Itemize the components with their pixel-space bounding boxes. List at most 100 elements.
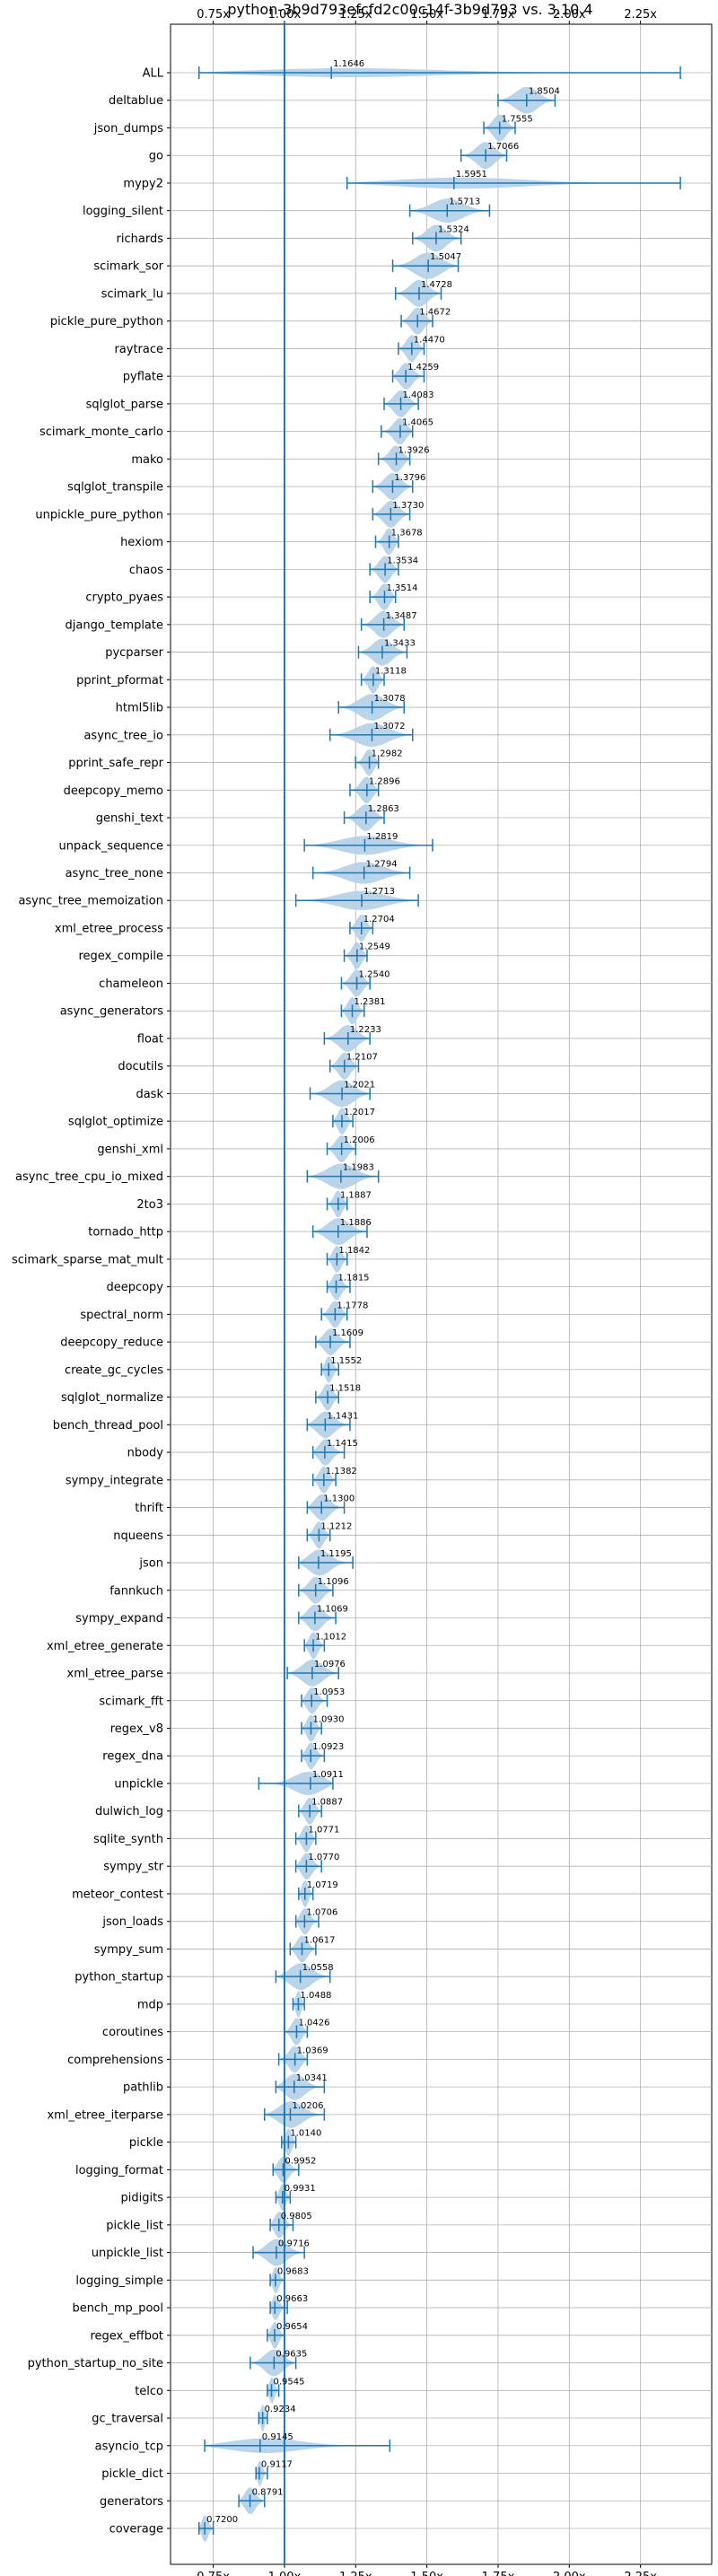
y-tick-label: tornado_http <box>88 1226 163 1240</box>
value-label: 1.0426 <box>298 2019 329 2028</box>
y-tick-label: unpickle_list <box>92 2247 163 2260</box>
y-tick-label: json <box>138 1557 163 1571</box>
value-label: 0.8791 <box>252 2487 284 2497</box>
y-tick-label: bench_thread_pool <box>53 1419 163 1433</box>
y-tick-label: pickle_dict <box>101 2467 163 2481</box>
value-label: 1.4672 <box>419 308 451 318</box>
x-tick-label: 0.75x <box>197 8 230 22</box>
value-label: 1.2540 <box>359 969 390 979</box>
y-tick-label: fannkuch <box>109 1584 163 1598</box>
value-label: 1.0558 <box>302 1963 334 1973</box>
x-tick-label: 1.25x <box>339 2571 372 2576</box>
value-label: 1.3534 <box>387 556 418 565</box>
value-label: 1.2006 <box>344 1135 375 1145</box>
value-label: 1.5324 <box>438 224 469 234</box>
y-tick-label: async_tree_cpu_io_mixed <box>15 1170 163 1184</box>
y-tick-label: pyflate <box>123 371 163 384</box>
value-label: 1.0770 <box>308 1853 339 1862</box>
value-label: 1.3487 <box>386 611 417 621</box>
value-label: 1.5047 <box>430 252 461 262</box>
y-tick-label: sympy_integrate <box>66 1474 163 1487</box>
y-tick-label: regex_compile <box>78 950 163 963</box>
value-label: 1.3072 <box>373 722 405 732</box>
y-tick-label: sqlglot_parse <box>86 398 163 411</box>
y-tick-label: thrift <box>135 1502 163 1515</box>
y-tick-label: async_tree_io <box>83 729 163 742</box>
x-tick-label: 2.00x <box>553 8 586 22</box>
y-tick-label: html5lib <box>116 702 163 715</box>
x-tick-label: 1.75x <box>482 8 515 22</box>
value-label: 1.1983 <box>343 1163 374 1173</box>
x-tick-label: 2.25x <box>624 2571 657 2576</box>
y-tick-label: gc_traversal <box>92 2413 163 2426</box>
value-label: 1.1212 <box>320 1521 352 1531</box>
y-tick-label: docutils <box>118 1060 163 1073</box>
y-tick-label: deepcopy_memo <box>64 784 163 798</box>
y-tick-label: regex_v8 <box>110 1722 163 1736</box>
value-label: 1.2794 <box>366 860 398 870</box>
plot-area <box>170 23 713 2565</box>
y-tick-label: scimark_sor <box>93 260 163 274</box>
y-tick-label: chameleon <box>99 977 163 991</box>
y-tick-label: hexiom <box>120 536 163 549</box>
x-tick-label: 1.50x <box>410 8 443 22</box>
y-tick-label: sqlite_synth <box>93 1833 163 1846</box>
value-label: 1.1609 <box>332 1328 363 1338</box>
y-tick-label: scimark_lu <box>101 287 163 301</box>
value-label: 1.0617 <box>304 1935 336 1945</box>
value-label: 1.0206 <box>292 2101 323 2111</box>
value-label: 1.7066 <box>487 142 519 152</box>
y-tick-label: deepcopy_reduce <box>60 1336 163 1350</box>
y-tick-label: sympy_str <box>103 1861 163 1874</box>
y-tick-label: nbody <box>127 1447 164 1460</box>
y-tick-label: asyncio_tcp <box>95 2440 163 2453</box>
value-labels: 1.1646 1.8504 1.7555 1.7066 1.5951 1.5713 1.53… <box>206 59 560 2525</box>
value-label: 1.2704 <box>363 915 395 924</box>
y-tick-label: chaos <box>129 564 163 577</box>
value-label: 1.2381 <box>355 997 386 1007</box>
value-label: 1.0911 <box>312 1770 344 1780</box>
value-label: 0.7200 <box>206 2515 238 2525</box>
value-label: 0.9545 <box>274 2377 305 2387</box>
value-label: 1.1518 <box>329 1384 361 1394</box>
y-tick-label: django_template <box>66 618 163 632</box>
value-label: 1.0719 <box>307 1880 338 1890</box>
value-label: 1.3730 <box>392 501 424 511</box>
y-tick-label: coroutines <box>102 2026 163 2039</box>
grid-lines <box>171 24 712 2564</box>
y-tick-label: go <box>149 150 163 163</box>
value-label: 0.9952 <box>285 2156 316 2166</box>
y-tick-label: pycparser <box>105 646 163 660</box>
y-tick-label: logging_simple <box>75 2274 163 2288</box>
y-tick-label: unpickle_pure_python <box>35 508 163 521</box>
value-label: 1.1552 <box>330 1356 362 1366</box>
value-label: 1.1431 <box>327 1411 358 1421</box>
value-label: 1.3118 <box>375 666 407 676</box>
y-tick-label: deltablue <box>109 94 163 108</box>
y-tick-label: json_dumps <box>93 122 163 136</box>
x-tick-label: 2.25x <box>624 8 657 22</box>
y-tick-label: meteor_contest <box>72 1888 163 1901</box>
y-tick-label: unpickle <box>114 1777 163 1791</box>
x-tick-label: 1.75x <box>482 2571 515 2576</box>
y-tick-label: async_tree_memoization <box>18 895 163 908</box>
y-tick-label: genshi_xml <box>97 1143 163 1156</box>
value-label: 1.0887 <box>311 1798 343 1808</box>
y-tick-label: comprehensions <box>67 2054 163 2067</box>
y-tick-label: telco <box>135 2385 163 2398</box>
y-tick-label: generators <box>100 2495 163 2509</box>
value-label: 1.2021 <box>344 1080 375 1090</box>
value-label: 1.1012 <box>315 1632 346 1642</box>
y-tick-label: scimark_fft <box>99 1695 163 1708</box>
value-label: 1.0706 <box>306 1908 337 1918</box>
violins <box>198 68 681 2542</box>
y-tick-label: ALL <box>143 67 164 81</box>
y-tick-label: float <box>137 1032 163 1046</box>
y-tick-label: scimark_monte_carlo <box>39 425 163 439</box>
value-label: 1.1096 <box>318 1577 349 1587</box>
value-label: 1.5713 <box>449 197 480 207</box>
value-label: 1.3078 <box>374 694 406 704</box>
y-tick-label: sqlglot_optimize <box>68 1116 163 1129</box>
